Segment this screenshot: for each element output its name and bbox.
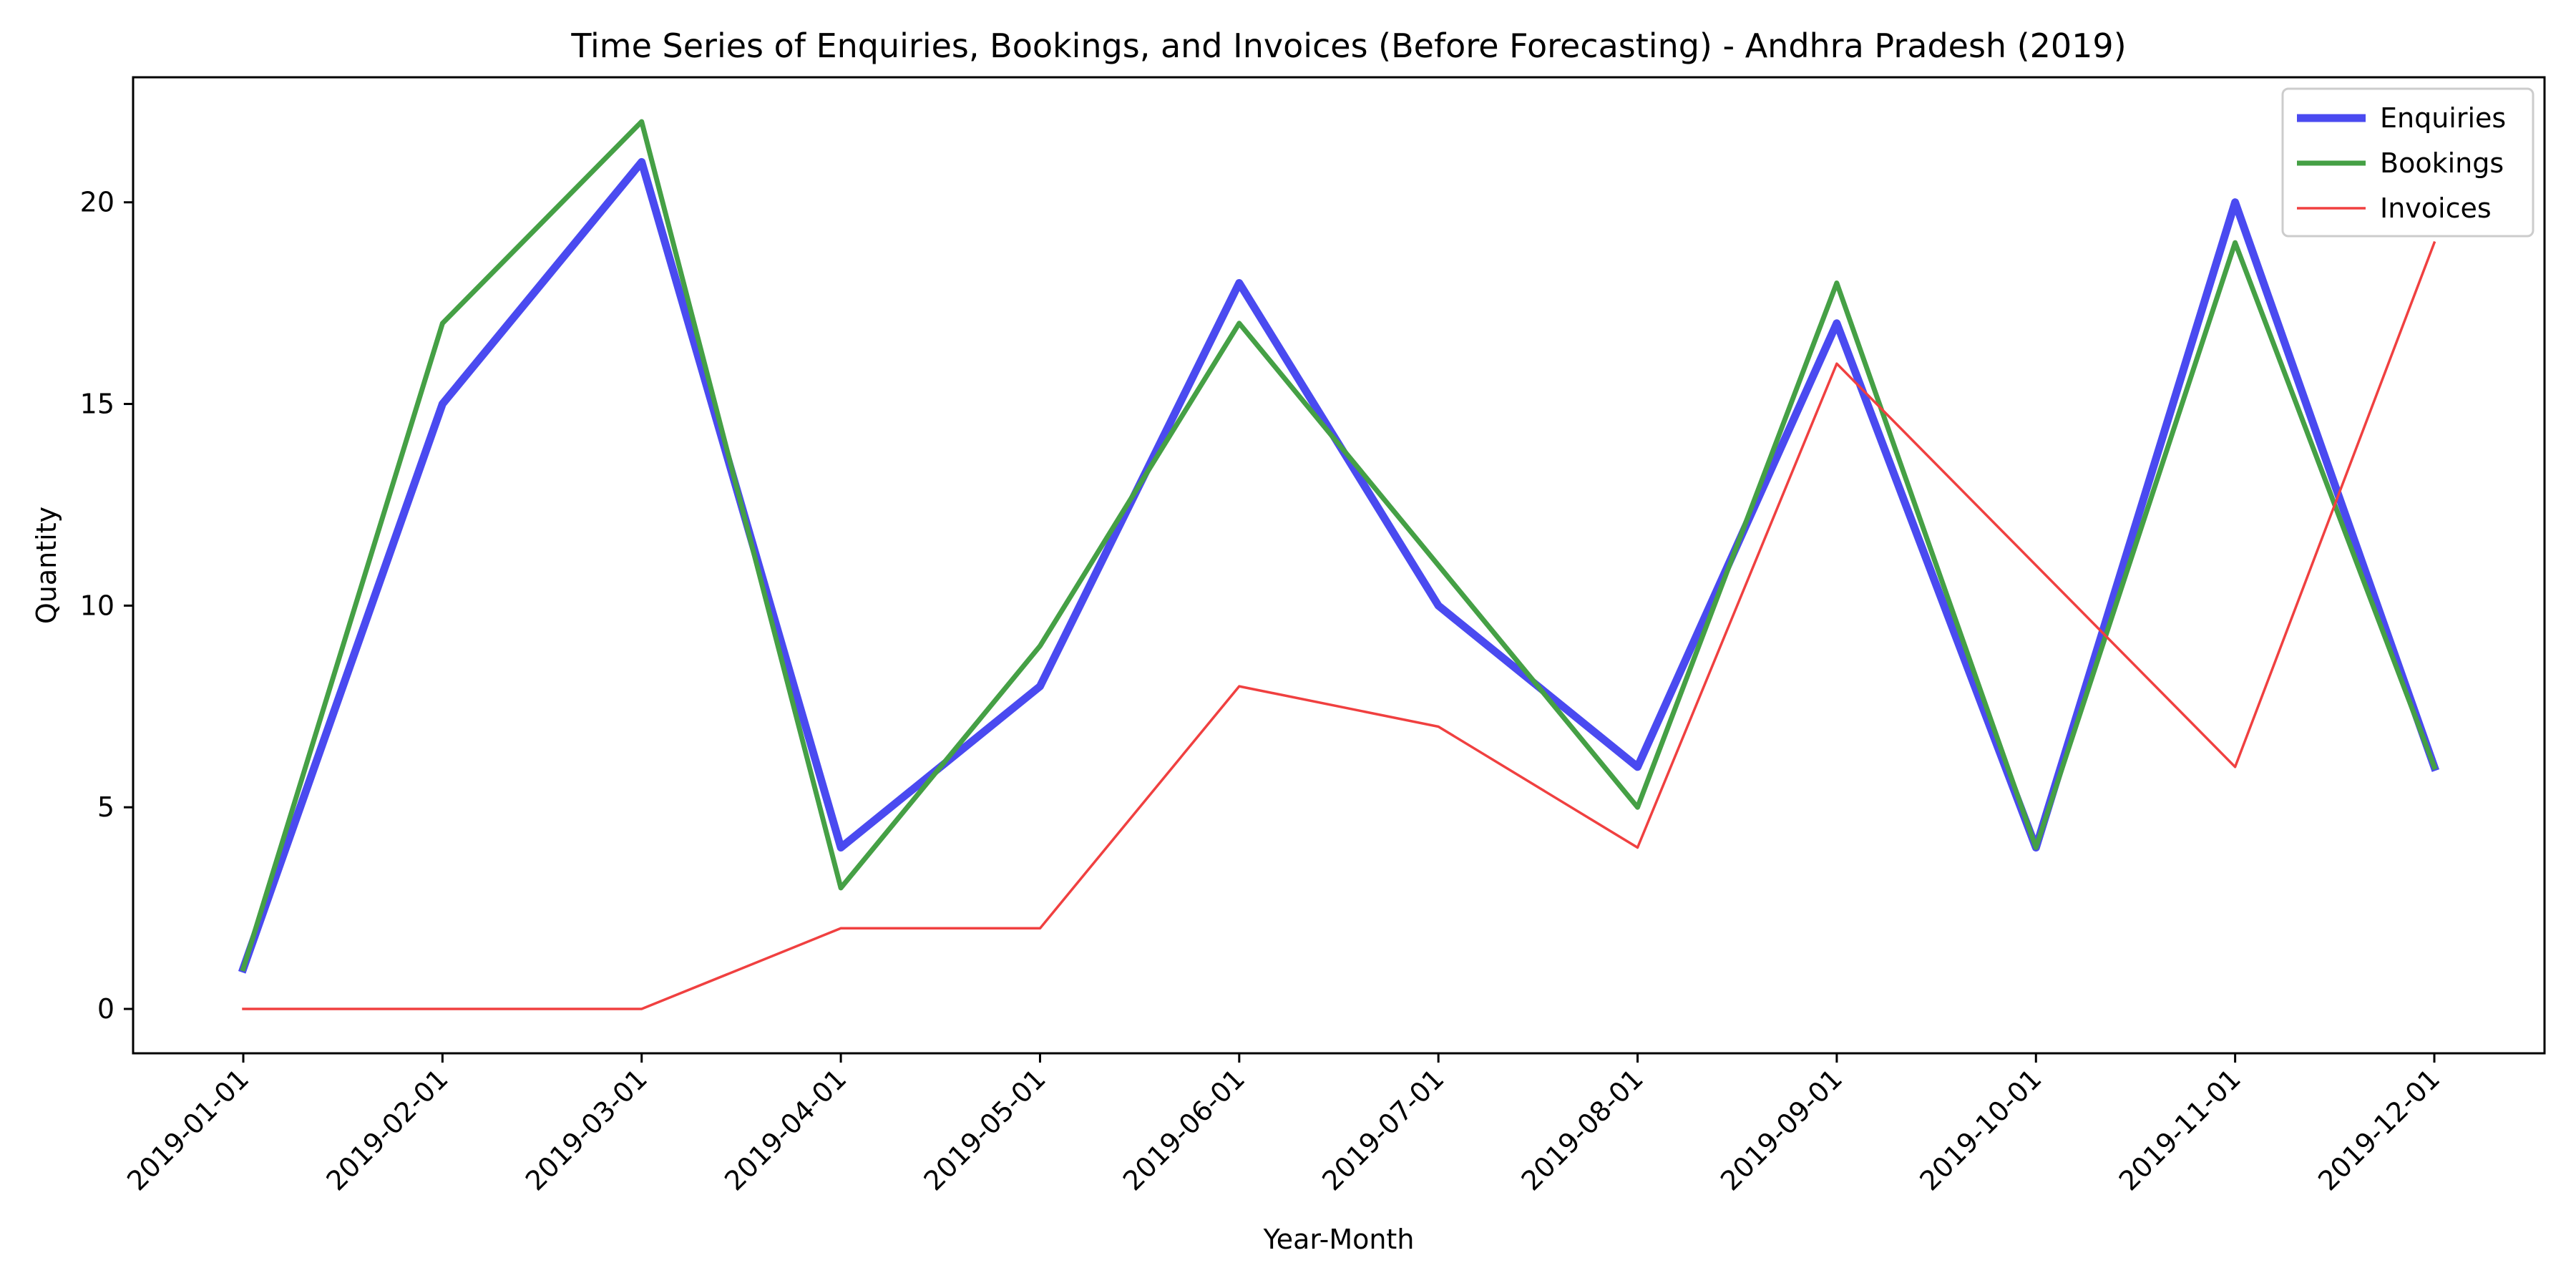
x-axis-label: Year-Month xyxy=(1263,1224,1415,1255)
series-line-bookings xyxy=(240,119,2438,972)
x-tick-label: 2019-09-01 xyxy=(1714,1063,1848,1196)
y-axis: 0 5 10 15 20 xyxy=(80,187,133,1025)
y-axis-label: Quantity xyxy=(31,507,62,624)
y-tick-label: 20 xyxy=(80,187,114,218)
legend: Enquiries Bookings Invoices xyxy=(2281,87,2534,238)
chart-title: Time Series of Enquiries, Bookings, and … xyxy=(570,26,2126,65)
series-lines xyxy=(238,119,2440,1010)
x-tick-label: 2019-08-01 xyxy=(1516,1063,1649,1196)
x-tick-label: 2019-07-01 xyxy=(1316,1063,1450,1196)
x-tick-label: 2019-04-01 xyxy=(718,1063,852,1196)
x-tick-label: 2019-02-01 xyxy=(320,1063,454,1196)
x-tick-label: 2019-01-01 xyxy=(121,1063,255,1196)
legend-label-invoices: Invoices xyxy=(2380,192,2492,224)
legend-box xyxy=(2281,87,2534,238)
x-axis: 2019-01-01 2019-02-01 2019-03-01 2019-04-01… xyxy=(121,1053,2446,1197)
legend-label-enquiries: Enquiries xyxy=(2380,102,2506,134)
plot-area xyxy=(132,76,2546,1055)
series-line-invoices xyxy=(242,240,2436,1010)
y-tick-label: 15 xyxy=(80,389,114,420)
legend-label-bookings: Bookings xyxy=(2380,147,2504,179)
x-tick-label: 2019-10-01 xyxy=(1913,1063,2047,1196)
x-tick-label: 2019-06-01 xyxy=(1117,1063,1251,1196)
x-tick-label: 2019-05-01 xyxy=(918,1063,1052,1196)
x-tick-label: 2019-03-01 xyxy=(519,1063,653,1196)
x-tick-label: 2019-11-01 xyxy=(2113,1063,2247,1196)
y-tick-label: 10 xyxy=(80,590,114,621)
y-tick-label: 0 xyxy=(97,993,114,1025)
y-tick-label: 5 xyxy=(97,791,114,823)
x-tick-label: 2019-12-01 xyxy=(2312,1063,2446,1196)
